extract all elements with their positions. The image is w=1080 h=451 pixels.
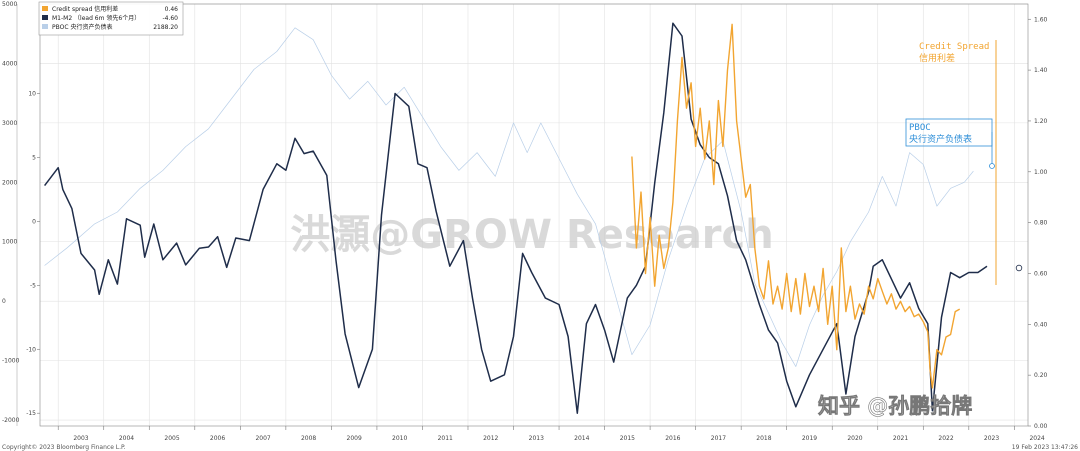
outer-left-tick-label: 2000 <box>2 179 17 186</box>
outer-left-tick-label: -1000 <box>2 358 20 365</box>
right-tick-label: 0.00 <box>1034 423 1048 430</box>
x-tick-label: 2020 <box>847 435 862 442</box>
outer-left-tick-label: -2000 <box>2 417 20 424</box>
series-line-1 <box>631 23 961 389</box>
legend: Credit spread 信用利差 0.46 M1-M2 （lead 6m 领… <box>38 1 184 36</box>
outer-left-tick-label: 4000 <box>2 60 17 67</box>
watermark-zhihu: 知乎 @孙鹏拾牌 <box>818 394 972 418</box>
x-tick-label: 2024 <box>1029 435 1044 442</box>
x-tick-label: 2006 <box>210 435 225 442</box>
plot-frame <box>39 3 1029 427</box>
inner-left-tick-label: -5 <box>30 282 36 289</box>
annotation-credit-spread-en: Credit Spread <box>919 42 989 52</box>
annotations: Credit Spread 信用利差 PBOC 央行资产负债表 <box>905 40 1023 285</box>
outer-left-tick-label: 0 <box>2 298 6 305</box>
legend-box <box>38 1 184 36</box>
x-tick-label: 2010 <box>392 435 407 442</box>
right-tick-label: 0.20 <box>1034 372 1048 379</box>
right-tick-label: 1.60 <box>1034 16 1048 23</box>
outer-left-tick-label: 5000 <box>2 1 17 8</box>
inner-left-tick-label: -15 <box>26 410 36 417</box>
series-line-0 <box>44 22 988 414</box>
series-layer <box>44 22 988 414</box>
x-tick-label: 2007 <box>255 435 270 442</box>
x-tick-label: 2021 <box>893 435 908 442</box>
right-tick-label: 0.80 <box>1034 220 1048 227</box>
annotation-end-marker <box>1015 264 1023 272</box>
footer-timestamp: 19 Feb 2023 13:47:26 <box>1012 444 1078 451</box>
x-tick-label: 2013 <box>529 435 544 442</box>
legend-label-m1-m2: M1-M2 （lead 6m 领先6个月） <box>52 14 140 22</box>
x-tick-label: 2012 <box>483 435 498 442</box>
x-tick-label: 2014 <box>574 435 589 442</box>
legend-value-pboc: 2188.20 <box>153 24 178 31</box>
right-tick-label: 0.60 <box>1034 270 1048 277</box>
x-tick-label: 2017 <box>711 435 726 442</box>
inner-left-tick-label: 5 <box>32 154 36 161</box>
series-line-2 <box>44 27 974 367</box>
x-tick-label: 2019 <box>802 435 817 442</box>
annotation-pboc-en: PBOC <box>909 123 931 133</box>
right-tick-label: 0.40 <box>1034 321 1048 328</box>
x-tick-label: 2011 <box>438 435 453 442</box>
outer-left-tick-label: 1000 <box>2 239 17 246</box>
footer-copyright: Copyright© 2023 Bloomberg Finance L.P. <box>2 444 126 451</box>
legend-label-pboc: PBOC 央行资产负债表 <box>52 23 112 31</box>
x-tick-label: 2018 <box>756 435 771 442</box>
legend-label-credit-spread: Credit spread 信用利差 <box>52 5 118 13</box>
outer-left-tick-label: 3000 <box>2 120 17 127</box>
legend-value-credit-spread: 0.46 <box>165 6 179 13</box>
annotation-credit-spread-cn: 信用利差 <box>919 52 955 64</box>
x-tick-label: 2023 <box>984 435 999 442</box>
right-tick-label: 1.40 <box>1034 67 1048 74</box>
axes: 2003 2004 2005 2006 2007 2008 2009 2010 2011 2012… <box>2 1 1048 442</box>
inner-left-tick-label: -10 <box>26 346 36 353</box>
annotation-pboc-cn: 央行资产负债表 <box>909 133 972 145</box>
x-tick-label: 2005 <box>164 435 179 442</box>
x-tick-label: 2003 <box>73 435 88 442</box>
legend-value-m1-m2: -4.60 <box>162 15 178 22</box>
watermark-main: 洪灝@GROW Research <box>290 212 773 258</box>
inner-left-tick-label: 10 <box>28 91 36 98</box>
legend-swatch-pboc <box>42 24 48 29</box>
right-tick-label: 1.20 <box>1034 118 1048 125</box>
x-tick-label: 2004 <box>119 435 134 442</box>
x-tick-label: 2009 <box>347 435 362 442</box>
x-tick-label: 2008 <box>301 435 316 442</box>
annotation-pboc-marker <box>989 163 995 169</box>
inner-left-tick-label: 0 <box>32 218 36 225</box>
x-tick-label: 2016 <box>665 435 680 442</box>
legend-swatch-credit-spread <box>42 6 48 11</box>
x-tick-label: 2022 <box>938 435 953 442</box>
grid <box>40 3 1028 426</box>
legend-swatch-m1-m2 <box>42 15 48 20</box>
right-tick-label: 1.00 <box>1034 169 1048 176</box>
x-tick-label: 2015 <box>620 435 635 442</box>
